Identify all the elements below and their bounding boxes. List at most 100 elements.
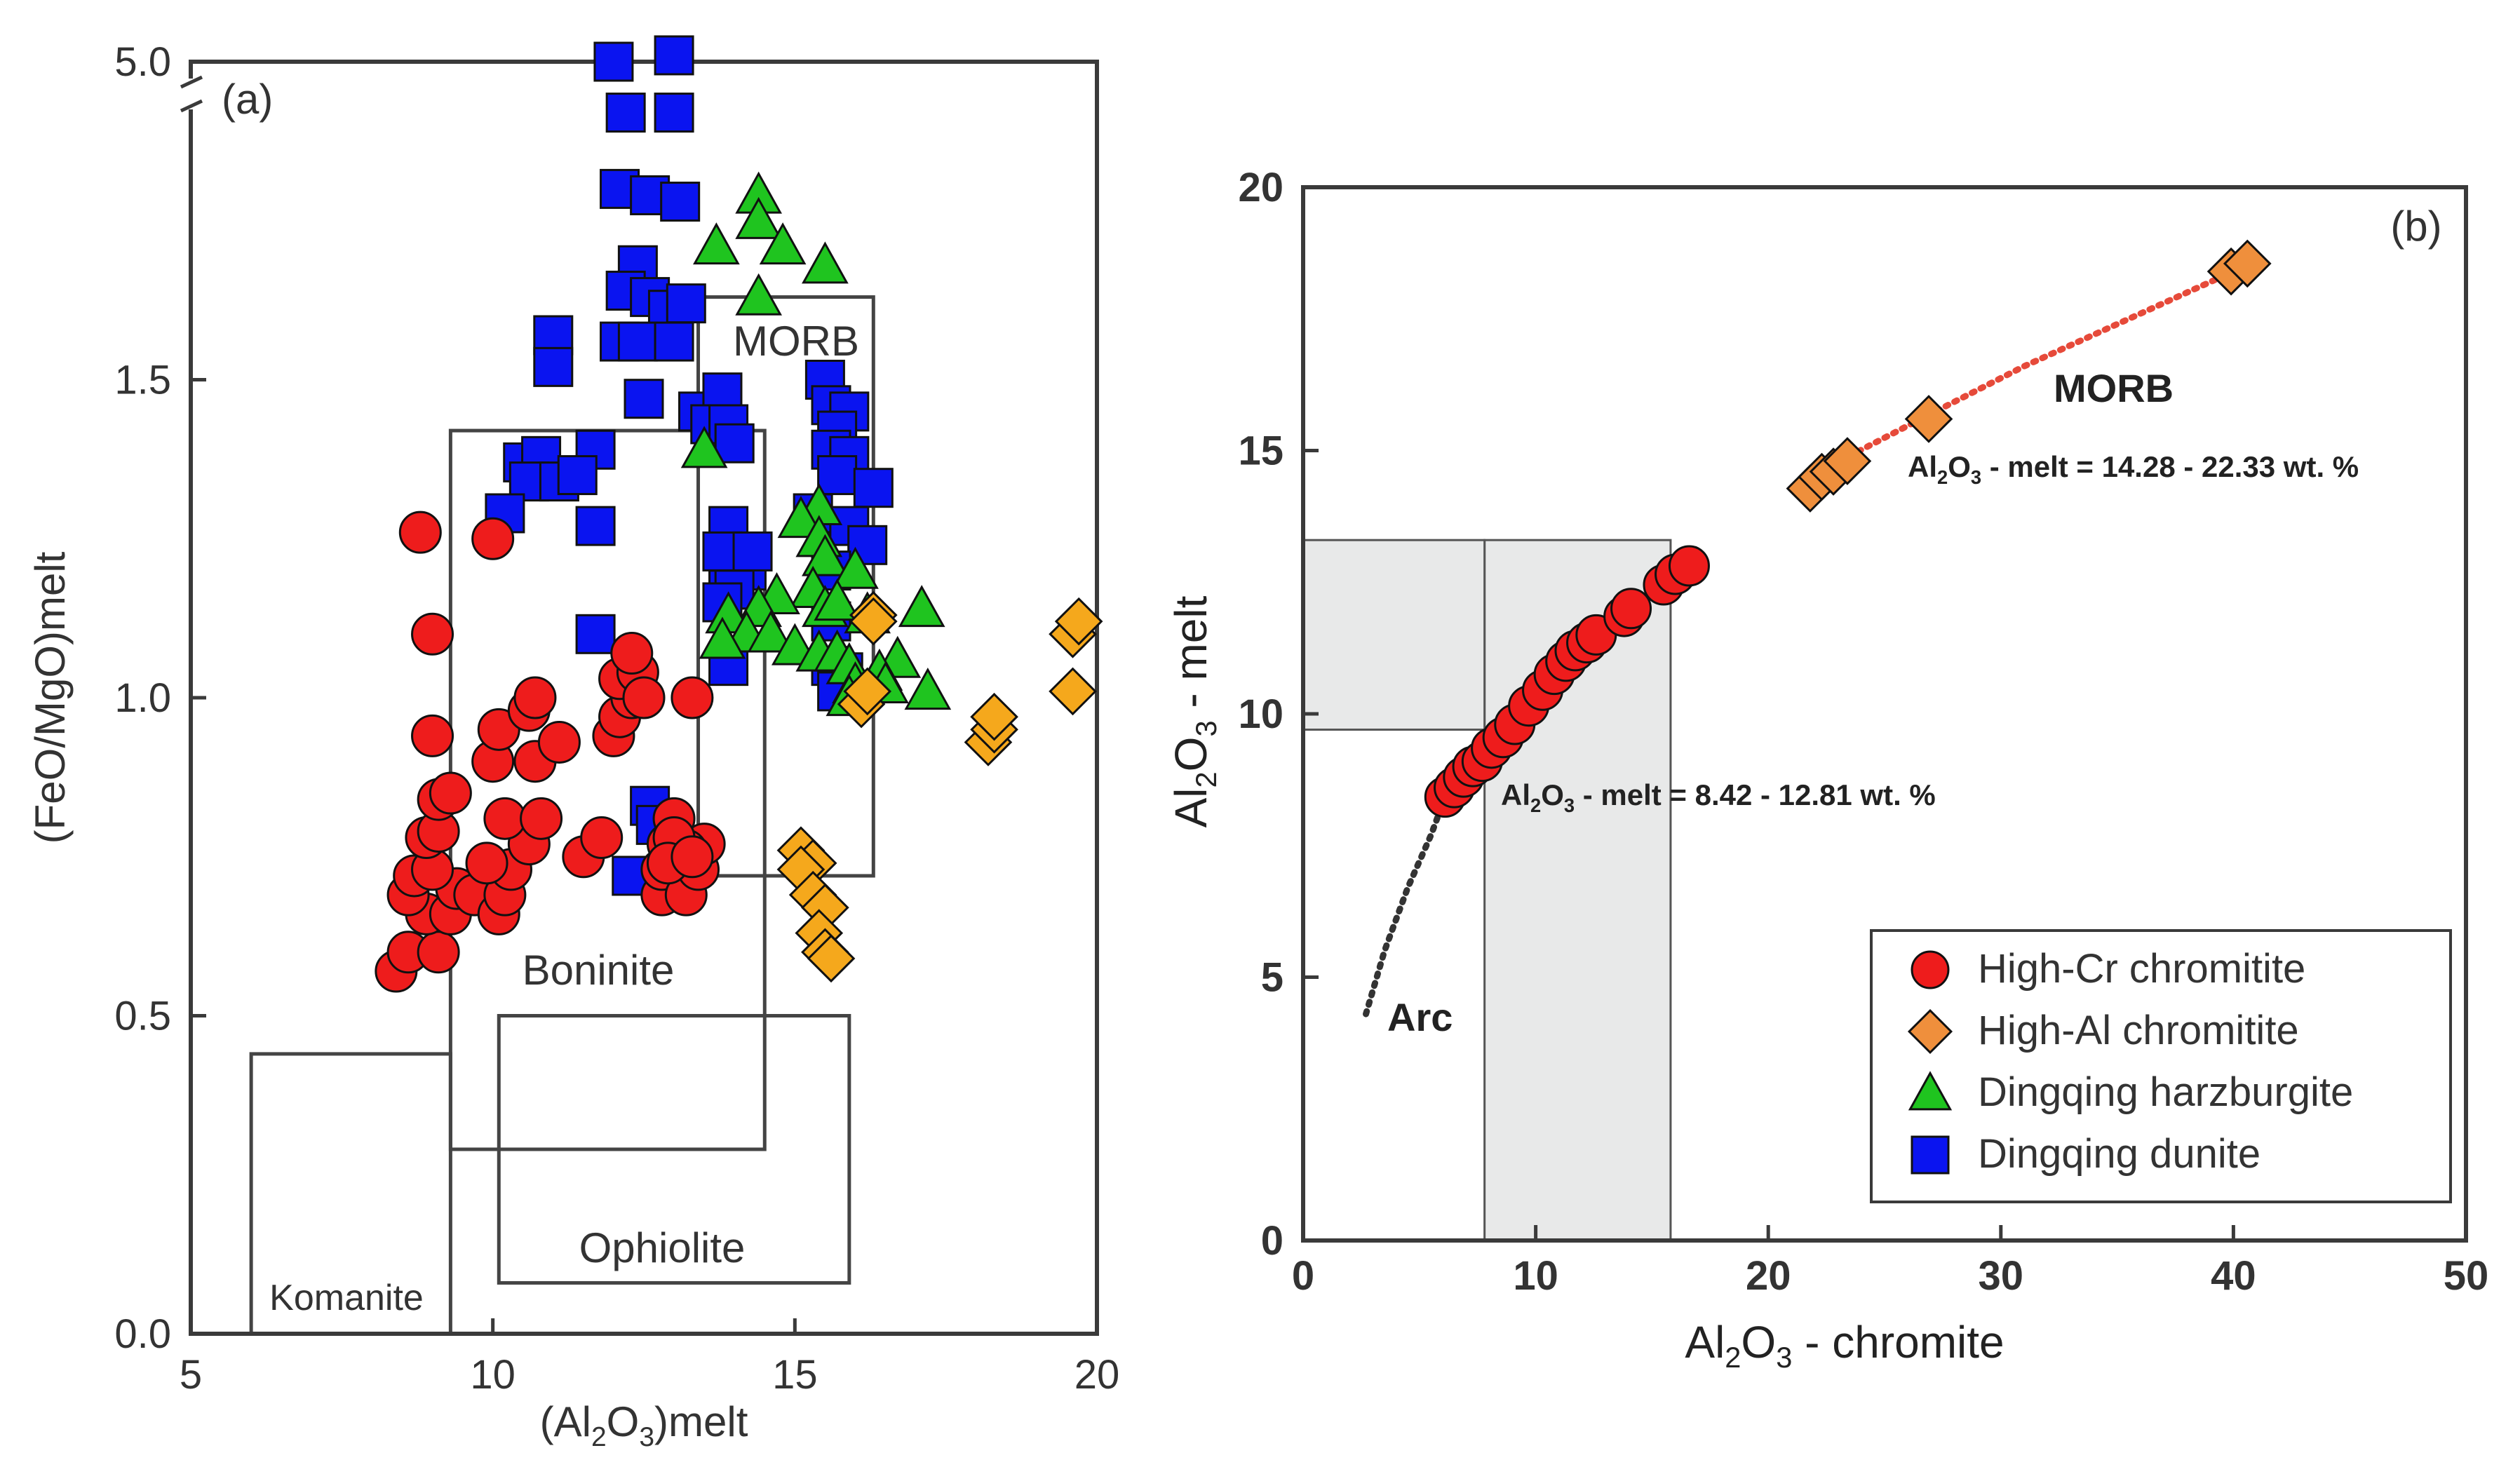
point-high-cr-chromitite (477, 708, 520, 751)
annotation-arc: Arc (1387, 995, 1453, 1039)
panel-b-trend-lines (1363, 263, 2249, 1017)
y-tick-label: 1.5 (114, 358, 171, 403)
field-label-ophiolite: Ophiolite (579, 1224, 746, 1271)
panel-b-points (1424, 239, 2272, 818)
point-dingqing-dunite (533, 346, 574, 387)
legend-markers (1907, 950, 1953, 1175)
point-dingqing-harzburgite (802, 241, 849, 284)
point-high-cr-chromitite (483, 797, 527, 840)
trend-line-morb (1846, 263, 2249, 459)
x-tick-label: 40 (2211, 1253, 2256, 1299)
point-high-cr-chromitite (465, 841, 508, 885)
x-tick-label: 50 (2444, 1253, 2489, 1299)
legend-marker-triangle (1908, 1071, 1953, 1111)
point-dingqing-dunite (654, 321, 694, 362)
panel-b-chart: 0 10 20 30 40 50 0 5 10 15 20 (b) MORB Arc Al2O3 -… (1166, 165, 2488, 1374)
panel-a-points (375, 35, 1103, 993)
field-label-boninite: Boninite (523, 947, 675, 994)
panel-b-ticks: 0 10 20 30 40 50 0 5 10 15 20 (1238, 165, 2488, 1299)
legend: High-Cr chromitite High-Al chromitite Di… (1870, 929, 2452, 1203)
legend-frame (1870, 929, 2452, 1203)
point-dingqing-harzburgite (759, 222, 807, 265)
panel-a-y-axis-title: (FeO/MgO)melt (27, 551, 74, 844)
point-high-al-chromitite (1049, 667, 1097, 716)
trend-line-arc (1363, 800, 1446, 1017)
y-tick-label: 0.5 (114, 994, 171, 1039)
field-box-ophiolite (497, 1014, 851, 1285)
point-high-cr-chromitite (411, 612, 454, 656)
point-high-al-chromitite (1054, 597, 1103, 646)
y-axis-break (180, 75, 203, 113)
point-dingqing-harzburgite (735, 196, 783, 239)
legend-marker-circle (1911, 950, 1950, 989)
point-dingqing-harzburgite (747, 610, 795, 653)
x-tick-label: 0 (1292, 1253, 1314, 1299)
panel-b-y-axis-title: Al2O3 - melt (1166, 595, 1222, 827)
point-dingqing-dunite (853, 468, 894, 508)
point-dingqing-harzburgite (777, 496, 825, 539)
point-dingqing-dunite (666, 283, 706, 324)
panel-a-ticks: 5 10 15 20 0.0 0.5 1.0 1.5 5.0 (114, 39, 1119, 1398)
point-high-al-chromitite (2223, 239, 2272, 288)
point-dingqing-dunite (605, 93, 646, 133)
point-high-al-chromitite (970, 692, 1018, 741)
point-high-al-chromitite (843, 667, 892, 716)
point-dingqing-dunite (557, 455, 598, 496)
point-dingqing-harzburgite (693, 222, 740, 265)
x-tick-label: 30 (1979, 1253, 2024, 1299)
point-dingqing-dunite (624, 379, 664, 419)
panel-b-label: (b) (2390, 203, 2441, 250)
annotation-morb-range: Al2O3 - melt = 14.28 - 22.33 wt. % (1908, 450, 2359, 488)
point-high-cr-chromitite (471, 517, 515, 560)
point-high-cr-chromitite (513, 676, 557, 719)
point-dingqing-dunite (654, 93, 694, 133)
y-tick-label: 15 (1238, 428, 1283, 474)
point-high-cr-chromitite (580, 816, 624, 860)
point-dingqing-harzburgite (802, 534, 849, 576)
point-dingqing-harzburgite (735, 273, 783, 316)
y-tick-label: 5 (1261, 955, 1283, 1001)
panel-a-chart: 5 10 15 20 0.0 0.5 1.0 1.5 5.0 MORB Boninite Oph… (27, 35, 1119, 1452)
field-label-komanite: Komanite (269, 1278, 424, 1318)
point-dingqing-dunite (817, 455, 858, 496)
point-dingqing-harzburgite (699, 616, 746, 659)
y-tick-label: 10 (1238, 691, 1283, 737)
point-dingqing-dunite (617, 321, 658, 362)
point-dingqing-dunite (654, 35, 694, 76)
x-tick-label: 5 (180, 1352, 202, 1398)
point-high-al-chromitite (1823, 437, 1872, 485)
point-high-cr-chromitite (622, 676, 666, 719)
point-dingqing-dunite (575, 614, 616, 654)
x-tick-label: 10 (470, 1352, 516, 1398)
y-tick-label: 20 (1238, 165, 1283, 210)
shaded-region (1302, 539, 1486, 731)
point-dingqing-dunite (593, 41, 634, 82)
y-tick-label: 0.0 (114, 1311, 171, 1357)
point-dingqing-harzburgite (814, 579, 861, 621)
legend-label-high-al: High-Al chromitite (1978, 1008, 2299, 1053)
annotation-morb: MORB (2054, 366, 2174, 410)
point-high-cr-chromitite (520, 797, 563, 840)
y-tick-label: 1.0 (114, 675, 171, 721)
panel-b-shaded-regions (1302, 539, 1672, 1242)
legend-label-dunite: Dingqing dunite (1978, 1131, 2260, 1177)
point-high-cr-chromitite (417, 931, 460, 974)
point-high-cr-chromitite (610, 632, 654, 675)
point-high-cr-chromitite (671, 676, 714, 719)
point-high-cr-chromitite (537, 720, 581, 764)
legend-marker-square (1911, 1135, 1950, 1175)
x-tick-label: 20 (1074, 1352, 1120, 1398)
y-tick-label: 5.0 (114, 39, 171, 85)
x-tick-label: 10 (1513, 1253, 1558, 1299)
point-dingqing-dunite (732, 531, 773, 572)
annotation-arc-range: Al2O3 - melt = 8.42 - 12.81 wt. % (1501, 778, 1936, 816)
point-high-cr-chromitite (398, 511, 442, 554)
x-tick-label: 15 (772, 1352, 818, 1398)
point-high-cr-chromitite (1610, 588, 1652, 630)
point-dingqing-harzburgite (832, 546, 879, 589)
point-dingqing-dunite (714, 423, 755, 464)
point-high-cr-chromitite (1668, 545, 1710, 587)
point-high-al-chromitite (807, 934, 856, 983)
point-dingqing-dunite (660, 182, 701, 222)
